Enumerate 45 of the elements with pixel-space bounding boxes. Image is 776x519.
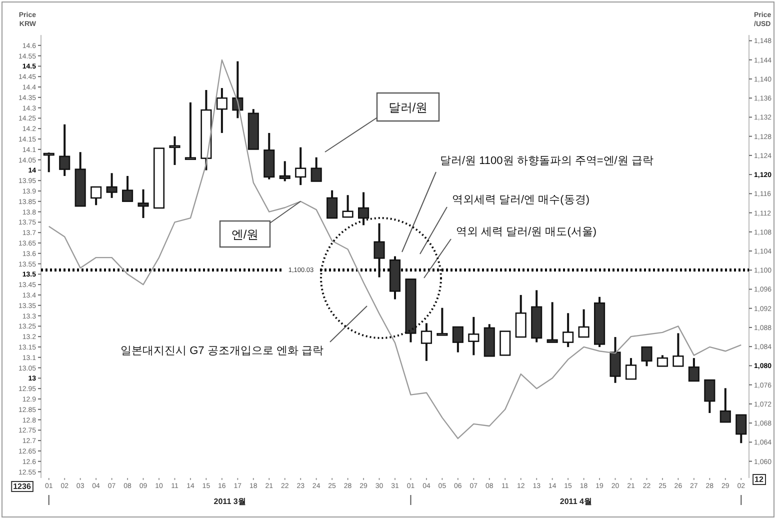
candlestick xyxy=(295,146,306,186)
candlestick xyxy=(672,332,684,368)
candlestick xyxy=(610,336,621,384)
candlestick xyxy=(90,186,102,206)
annotation: 달러/원 1100원 하향돌파의 주역=엔/원 급락 xyxy=(440,155,654,167)
candlestick xyxy=(452,326,464,354)
candlestick xyxy=(720,387,731,424)
line-series xyxy=(48,59,742,440)
candlestick xyxy=(736,414,747,444)
candlestick xyxy=(169,135,180,166)
candlestick xyxy=(106,172,118,199)
candlestick xyxy=(374,222,385,278)
candlestick xyxy=(184,101,196,160)
candlestick xyxy=(500,330,511,356)
annotation: 역외 세력 달러/원 매도(서울) xyxy=(456,226,597,238)
candlestick xyxy=(704,379,716,414)
annotation: 역외세력 달러/엔 매수(동경) xyxy=(452,194,590,206)
text: 1236 xyxy=(13,482,32,491)
candlestick xyxy=(546,301,558,344)
annotation: 달러/원 xyxy=(388,100,428,114)
candlestick xyxy=(420,322,432,362)
candlestick xyxy=(310,156,322,182)
annotation: 일본대지진시 G7 공조개입으로 엔화 급락 xyxy=(120,345,324,357)
annotation: 엔/원 xyxy=(231,228,259,242)
candlestick xyxy=(641,346,652,368)
candlestick xyxy=(43,152,54,174)
candlestick xyxy=(625,357,637,380)
candlestick xyxy=(122,174,134,202)
candlestick xyxy=(216,87,228,134)
candlestick xyxy=(279,160,290,182)
candlestick xyxy=(688,357,700,382)
candlestick xyxy=(562,312,574,348)
candlestick xyxy=(358,191,370,226)
candlestick xyxy=(578,308,590,338)
text: 12 xyxy=(754,475,764,484)
candlestick xyxy=(436,306,448,336)
candlestick xyxy=(326,189,338,220)
text: 2011 4월 xyxy=(560,497,592,506)
text: 2011 3월 xyxy=(214,497,246,506)
candlestick xyxy=(59,123,70,177)
candlestick xyxy=(138,188,149,220)
candlestick xyxy=(342,194,354,218)
candlestick xyxy=(656,354,668,368)
candlestick xyxy=(515,294,526,338)
candlestick xyxy=(468,316,480,356)
